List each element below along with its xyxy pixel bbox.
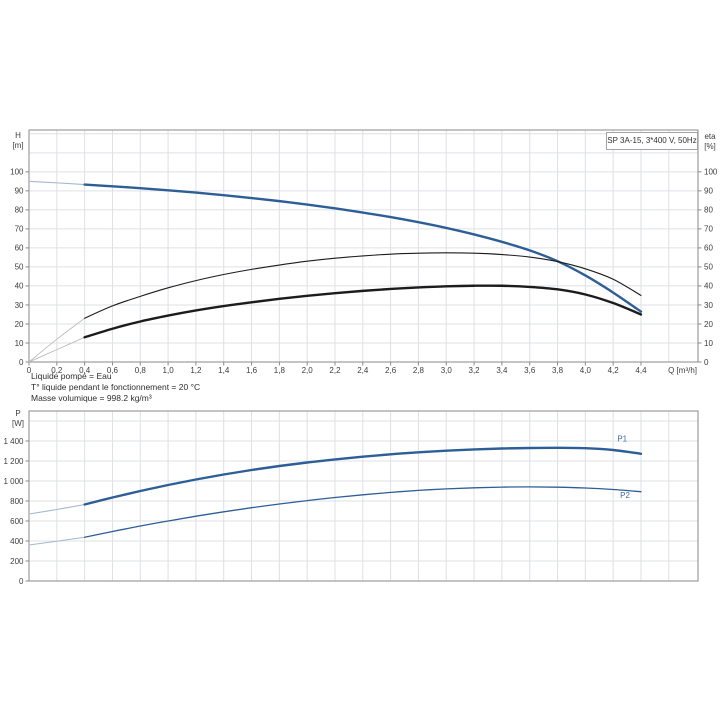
pump-title-label: SP 3A-15, 3*400 V, 50Hz [607,136,697,145]
y-left-axis-unit-label: [W] [12,419,24,428]
x-tick-label: 4,0 [580,366,592,375]
y-right-tick-label: 40 [704,282,713,291]
y-right-tick-label: 10 [704,339,713,348]
y-left-tick-label: 1 400 [3,437,24,446]
condition-density: Masse volumique = 998.2 kg/m³ [31,392,152,403]
y-right-tick-label: 30 [704,301,713,310]
x-tick-label: 0,8 [135,366,147,375]
axis-tick-marks [25,171,702,366]
x-tick-label: 2,0 [302,366,314,375]
y-right-tick-label: 50 [704,263,713,272]
y-left-tick-label: 400 [10,537,24,546]
eta-pump-curve [84,252,642,319]
axis-tick-labels: 0 0,2 0,4 0,6 0,8 1,0 1,2 1,4 1,6 1,8 2,0 2,2 2,4 2,6… [10,131,718,375]
x-tick-label: 4,4 [635,366,647,375]
y-left-tick-label: 10 [15,339,24,348]
axis-tick-labels: 0 200 400 600 800 1 000 1 200 1 400 P[W] [3,409,24,586]
y-right-tick-label: 20 [704,320,713,329]
x-tick-label: 2,4 [357,366,369,375]
head-curve-lead-in [28,180,86,186]
y-left-tick-label: 200 [10,557,24,566]
y-left-tick-label: 600 [10,517,24,526]
chart-frame [28,410,699,582]
x-tick-label: 0,2 [51,366,63,375]
pump-title-box: SP 3A-15, 3*400 V, 50Hz [606,132,698,150]
operating-conditions: Liquide pompé = Eau T° liquide pendant l… [31,371,200,403]
y-left-axis-unit-label: P [15,409,20,418]
grid-lines [29,130,698,362]
x-tick-label: 2,6 [385,366,397,375]
eta-pump-curve-lead-in [28,317,86,363]
x-tick-label: 2,8 [413,366,425,375]
y-left-tick-label: 60 [15,244,24,253]
y-left-tick-label: 20 [15,320,24,329]
y-right-tick-label: 0 [704,358,709,367]
x-tick-label: 1,8 [274,366,286,375]
x-tick-label: 1,4 [218,366,230,375]
x-tick-label: 0 [27,366,32,375]
grid-lines [29,411,698,581]
P2-power-curve-lead-in [28,536,86,546]
y-left-tick-label: 80 [15,206,24,215]
y-right-tick-label: 80 [704,206,713,215]
y-left-tick-label: 1 000 [3,477,24,486]
y-left-tick-label: 50 [15,263,24,272]
y-right-tick-label: 70 [704,225,713,234]
x-tick-label: 3,0 [441,366,453,375]
x-tick-label: 1,2 [190,366,202,375]
y-left-tick-label: 40 [15,282,24,291]
y-left-axis-unit-label: [m] [12,141,23,150]
x-axis-unit-label: Q [m³/h] [668,366,697,375]
y-left-tick-label: 0 [19,577,24,586]
head-curve [83,183,643,313]
P1-power-curve-lead-in [28,503,86,515]
x-tick-label: 3,2 [469,366,481,375]
y-right-tick-label: 90 [704,187,713,196]
x-tick-label: 3,8 [552,366,564,375]
y-left-axis-unit-label: H [15,131,21,140]
head-efficiency-chart: 0 0,2 0,4 0,6 0,8 1,0 1,2 1,4 1,6 1,8 2,0 2,2 2,4 2,6… [10,129,718,375]
y-right-tick-label: 60 [704,244,713,253]
eta-total-curve-lead-in [28,336,86,363]
P2-power-curve [83,486,642,538]
P2-power-curve-label: P2 [620,491,630,500]
y-left-tick-label: 30 [15,301,24,310]
x-tick-label: 4,2 [608,366,620,375]
chart-frame [28,129,699,363]
y-left-tick-label: 0 [19,358,24,367]
x-tick-label: 2,2 [329,366,341,375]
eta-total-curve [83,284,643,339]
y-left-tick-label: 800 [10,497,24,506]
y-right-axis-unit-label: [%] [704,142,716,151]
y-left-tick-label: 70 [15,225,24,234]
x-tick-label: 1,0 [163,366,175,375]
y-left-tick-label: 1 200 [3,457,24,466]
power-chart: 0 200 400 600 800 1 000 1 200 1 400 P[W] P1 P2 [3,409,699,586]
x-tick-label: 3,6 [524,366,536,375]
x-tick-label: 1,6 [246,366,258,375]
x-tick-label: 0,6 [107,366,119,375]
y-right-axis-unit-label: eta [704,132,716,141]
condition-liquid: Liquide pompé = Eau [31,371,112,381]
x-tick-label: 3,4 [496,366,508,375]
y-left-tick-label: 90 [15,187,24,196]
condition-temperature: T° liquide pendant le fonctionnement = 2… [31,381,201,392]
P1-power-curve-label: P1 [617,435,627,444]
y-left-tick-label: 100 [10,168,24,177]
x-tick-label: 0,4 [79,366,91,375]
y-right-tick-label: 100 [704,168,718,177]
axis-tick-marks [25,440,29,582]
P1-power-curve [83,446,643,506]
